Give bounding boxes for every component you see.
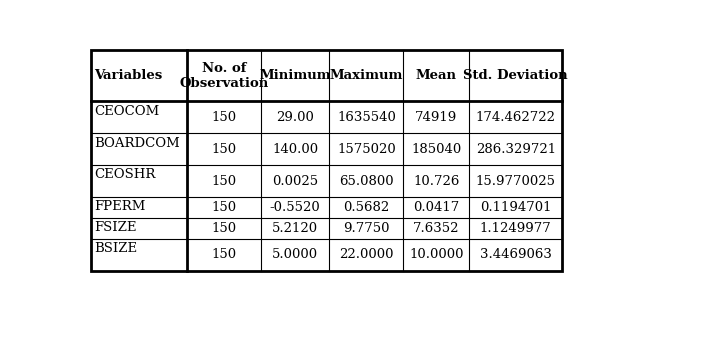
Text: Maximum: Maximum [329, 69, 403, 82]
Text: 9.7750: 9.7750 [343, 222, 390, 235]
Text: 1635540: 1635540 [337, 111, 396, 124]
Text: 1.1249977: 1.1249977 [480, 222, 551, 235]
Text: Minimum: Minimum [259, 69, 331, 82]
Text: 3.4469063: 3.4469063 [480, 248, 551, 261]
Text: Variables: Variables [95, 69, 163, 82]
Text: 150: 150 [211, 175, 237, 188]
Text: Mean: Mean [416, 69, 457, 82]
Text: 1575020: 1575020 [337, 143, 396, 156]
Text: 5.0000: 5.0000 [272, 248, 318, 261]
Text: FSIZE: FSIZE [95, 221, 137, 234]
Text: 150: 150 [211, 201, 237, 214]
Bar [91, 50, 562, 270]
Text: 150: 150 [211, 111, 237, 124]
Text: 74919: 74919 [415, 111, 457, 124]
Text: FPERM: FPERM [95, 201, 146, 213]
Text: 150: 150 [211, 143, 237, 156]
Text: 0.0025: 0.0025 [272, 175, 318, 188]
Text: 0.0417: 0.0417 [413, 201, 460, 214]
Text: 140.00: 140.00 [272, 143, 318, 156]
Text: 7.6352: 7.6352 [413, 222, 460, 235]
Text: CEOSHR: CEOSHR [95, 168, 156, 181]
Text: 65.0800: 65.0800 [339, 175, 394, 188]
Text: CEOCOM: CEOCOM [95, 105, 160, 118]
Text: 0.5682: 0.5682 [344, 201, 390, 214]
Text: 29.00: 29.00 [276, 111, 314, 124]
Text: Std. Deviation: Std. Deviation [464, 69, 568, 82]
Text: BOARDCOM: BOARDCOM [95, 136, 180, 150]
Text: No. of
Observation: No. of Observation [180, 62, 269, 90]
Text: 5.2120: 5.2120 [272, 222, 318, 235]
Text: 150: 150 [211, 248, 237, 261]
Text: -0.5520: -0.5520 [270, 201, 320, 214]
Text: 150: 150 [211, 222, 237, 235]
Text: 10.726: 10.726 [413, 175, 460, 188]
Text: 0.1194701: 0.1194701 [480, 201, 551, 214]
Text: 185040: 185040 [411, 143, 462, 156]
Text: 15.9770025: 15.9770025 [476, 175, 556, 188]
Text: 22.0000: 22.0000 [339, 248, 394, 261]
Text: 286.329721: 286.329721 [476, 143, 556, 156]
Text: 174.462722: 174.462722 [476, 111, 556, 124]
Text: 10.0000: 10.0000 [409, 248, 464, 261]
Text: BSIZE: BSIZE [95, 242, 138, 255]
